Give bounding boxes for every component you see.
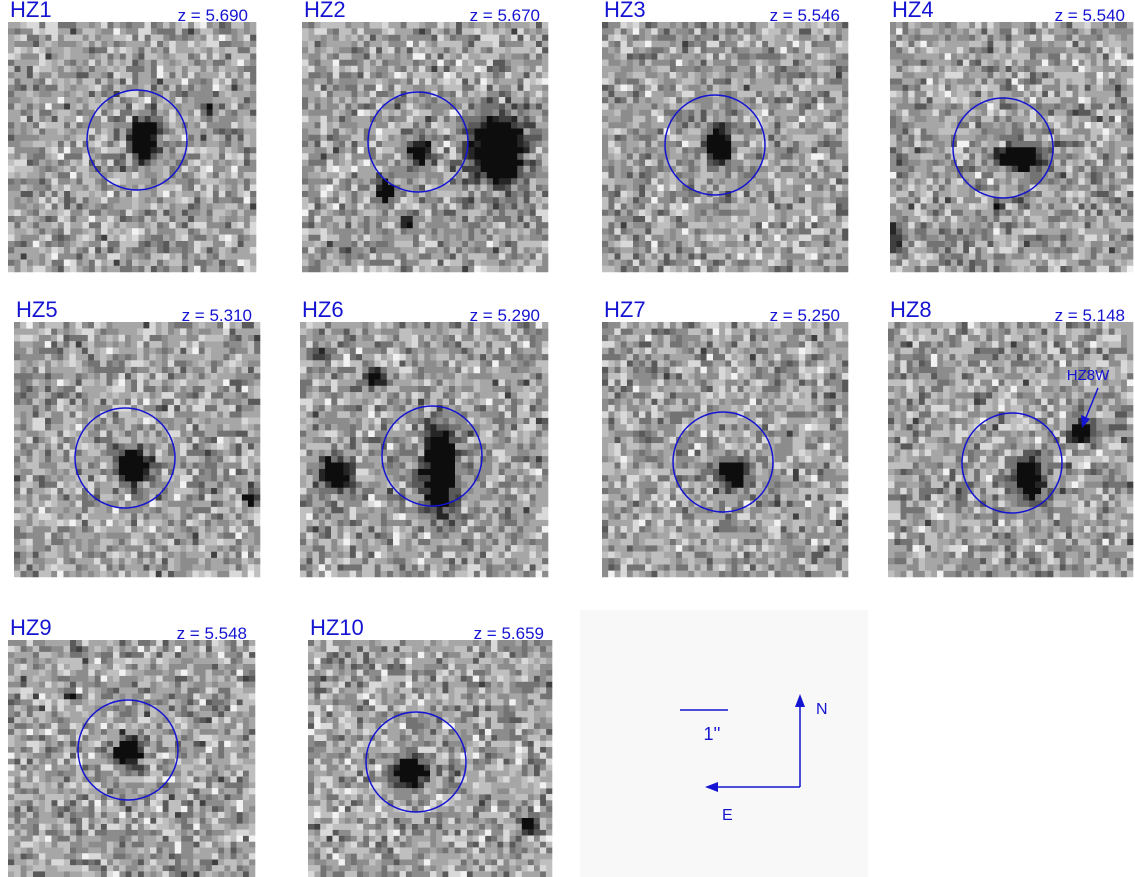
panel-redshift: z = 5.148 — [1055, 306, 1125, 325]
panel-redshift: z = 5.548 — [177, 624, 247, 643]
pixel-noise — [132, 103, 213, 160]
aperture-circle — [672, 411, 774, 513]
hz8w-arrowhead — [1081, 415, 1090, 428]
aperture-circle — [367, 91, 469, 193]
pixel-noise — [308, 651, 553, 877]
panel-name: HZ7 — [604, 297, 646, 322]
pixel-noise — [8, 640, 256, 877]
panel-redshift: z = 5.670 — [470, 6, 540, 25]
north-label: N — [816, 701, 828, 718]
scale-label: 1'' — [704, 724, 721, 744]
image-stamp: HZ2 z = 5.670 — [302, 0, 549, 273]
panel-name: HZ5 — [16, 297, 58, 322]
aperture-circle — [77, 699, 179, 801]
pixel-noise — [993, 147, 1037, 210]
pixel-noise — [14, 322, 261, 578]
panel-name: HZ6 — [302, 297, 344, 322]
aperture-circle — [381, 405, 483, 507]
panel-name: HZ1 — [10, 0, 52, 22]
pixel-noise — [890, 47, 1122, 254]
aperture-circle — [961, 412, 1063, 514]
panel-name: HZ10 — [310, 615, 364, 640]
aperture-circle — [74, 407, 176, 509]
compass-panel — [580, 610, 868, 877]
pixel-noise — [300, 322, 549, 578]
hz8w-label: HZ8W — [1067, 367, 1110, 384]
pixel-noise — [888, 322, 1134, 578]
pixel-noise — [906, 341, 1134, 546]
pixel-noise — [8, 640, 256, 877]
pixel-noise — [300, 322, 549, 578]
pixel-noise — [26, 322, 255, 578]
pixel-noise — [306, 322, 549, 578]
image-stamp: HZ3 z = 5.546 — [602, 0, 849, 273]
east-label: E — [722, 807, 733, 824]
panel-redshift: z = 5.546 — [770, 6, 840, 25]
pixel-noise — [888, 322, 1134, 578]
pixel-noise — [69, 693, 145, 765]
panel-redshift: z = 5.540 — [1055, 6, 1125, 25]
image-stamp: HZ7 z = 5.250 — [602, 297, 849, 578]
panel-name: HZ2 — [304, 0, 346, 22]
panel-name: HZ4 — [892, 0, 934, 22]
north-arrowhead — [795, 694, 805, 707]
pixel-noise — [602, 322, 849, 578]
panel-redshift: z = 5.250 — [770, 306, 840, 325]
pixel-noise — [324, 373, 456, 508]
pixel-noise — [375, 115, 524, 229]
pixel-noise — [308, 640, 553, 877]
image-stamp: HZ5 z = 5.310 — [14, 297, 261, 578]
panel-name: HZ9 — [10, 615, 52, 640]
image-stamp: HZ4 z = 5.540 — [890, 0, 1134, 273]
hz8w-arrow — [1084, 387, 1099, 421]
panel-name: HZ3 — [604, 0, 646, 22]
image-stamp: HZ8 z = 5.148 — [888, 297, 1134, 578]
pixel-noise — [602, 22, 849, 273]
pixel-noise — [8, 22, 257, 273]
pixel-noise — [602, 322, 849, 578]
pixel-noise — [118, 449, 255, 508]
pixel-noise — [14, 322, 261, 578]
pixel-noise — [890, 22, 1134, 273]
panel-name: HZ8 — [890, 297, 932, 322]
east-arrowhead — [705, 782, 718, 792]
image-stamp: HZ6 z = 5.290 — [300, 297, 549, 578]
pixel-noise — [14, 322, 261, 578]
panel-redshift: z = 5.690 — [178, 6, 248, 25]
aperture-circle — [952, 97, 1054, 199]
pixel-noise — [375, 115, 530, 229]
panel-redshift: z = 5.659 — [474, 624, 544, 643]
pixel-noise — [602, 22, 849, 273]
aperture-circle — [86, 89, 188, 191]
pixel-noise — [318, 347, 450, 520]
pixel-noise — [888, 322, 1134, 578]
panel-redshift: z = 5.310 — [182, 306, 252, 325]
aperture-circle — [365, 711, 467, 813]
panel-redshift: z = 5.290 — [470, 306, 540, 325]
pixel-noise — [718, 122, 732, 167]
image-stamp: HZ9 z = 5.548 — [8, 615, 256, 877]
image-stamp: HZ1 z = 5.690 — [8, 0, 257, 273]
aperture-circle — [664, 94, 766, 196]
pixel-noise — [8, 22, 257, 273]
image-stamp: HZ10 z = 5.659 — [308, 615, 553, 877]
